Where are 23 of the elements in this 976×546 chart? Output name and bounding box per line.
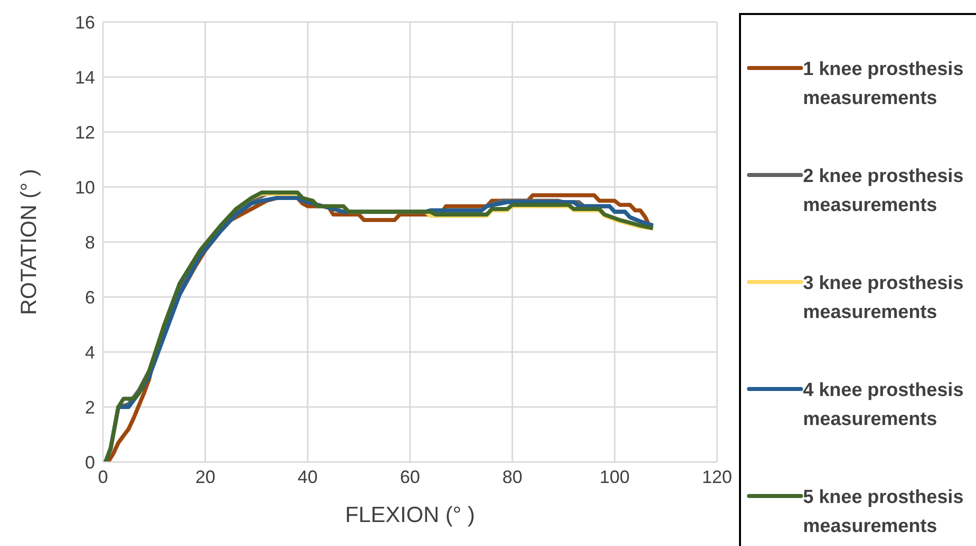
x-tick-label: 60 bbox=[400, 466, 420, 487]
y-tick-label: 6 bbox=[84, 287, 95, 308]
legend-label: 4 knee prosthesis measurements bbox=[803, 379, 965, 432]
y-tick-label: 4 bbox=[84, 342, 95, 362]
y-tick-label: 12 bbox=[74, 122, 95, 142]
legend-label: 1 knee prosthesis measurements bbox=[803, 58, 965, 111]
y-axis-title: ROTATION (° ) bbox=[16, 168, 41, 316]
y-tick-label: 16 bbox=[74, 12, 95, 32]
x-tick-label: 120 bbox=[702, 466, 732, 487]
y-tick-label: 0 bbox=[84, 452, 95, 472]
x-tick-label: 80 bbox=[502, 466, 522, 487]
x-tick-label: 0 bbox=[98, 466, 108, 487]
x-tick-label: 20 bbox=[195, 466, 216, 487]
x-axis-title: FLEXION (° ) bbox=[345, 502, 475, 527]
y-tick-label: 10 bbox=[74, 177, 95, 198]
x-tick-label: 100 bbox=[600, 466, 630, 487]
legend-label: 2 knee prosthesis measurements bbox=[803, 165, 965, 218]
legend-label: 3 knee prosthesis measurements bbox=[803, 272, 965, 325]
y-tick-label: 2 bbox=[84, 397, 95, 418]
y-tick-label: 14 bbox=[74, 67, 95, 88]
y-tick-label: 8 bbox=[84, 232, 95, 252]
legend-label: 5 knee prosthesis measurements bbox=[803, 486, 965, 539]
x-tick-label: 40 bbox=[298, 466, 318, 487]
